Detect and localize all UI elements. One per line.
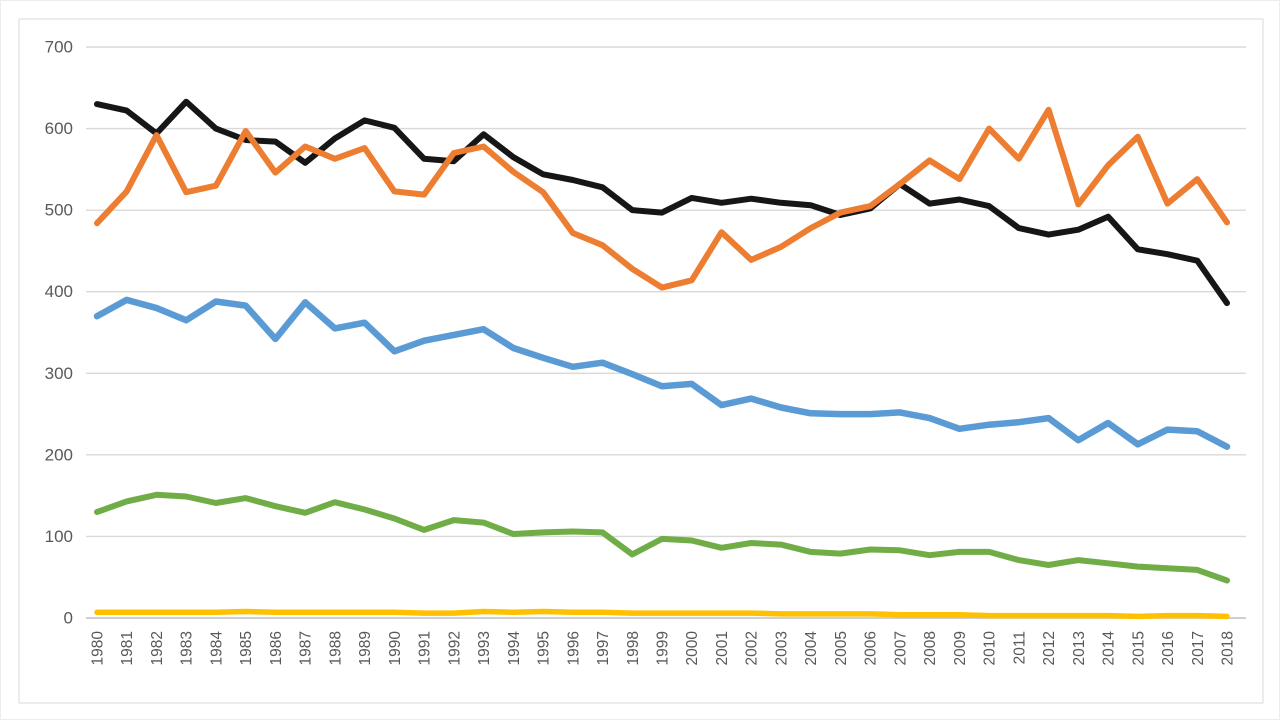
x-tick-label: 1999 bbox=[655, 631, 672, 665]
x-tick-label: 1998 bbox=[625, 631, 642, 665]
x-tick-label: 2004 bbox=[803, 631, 820, 666]
x-tick-label: 1992 bbox=[446, 631, 463, 665]
x-tick-label: 2017 bbox=[1190, 631, 1207, 665]
x-tick-label: 2007 bbox=[892, 631, 909, 665]
black-series-line bbox=[94, 98, 1230, 307]
y-tick-label: 600 bbox=[45, 119, 73, 138]
x-tick-label: 1984 bbox=[208, 631, 225, 666]
x-tick-label: 1994 bbox=[506, 631, 523, 666]
y-tick-label: 200 bbox=[45, 445, 73, 464]
x-tick-label: 1986 bbox=[268, 631, 285, 665]
x-tick-label: 1990 bbox=[387, 631, 404, 666]
orange-series-line bbox=[94, 106, 1230, 291]
x-tick-label: 2014 bbox=[1101, 631, 1118, 666]
x-axis-labels: 1980 1981 1982 1983 1984 1985 1986 1987 1988 1989… bbox=[90, 631, 1237, 666]
x-tick-label: 2012 bbox=[1041, 631, 1058, 665]
x-tick-label: 1985 bbox=[238, 631, 255, 665]
x-tick-label: 1983 bbox=[179, 631, 196, 665]
x-tick-label: 1982 bbox=[149, 631, 166, 665]
x-tick-label: 2018 bbox=[1220, 631, 1237, 665]
y-tick-label: 300 bbox=[45, 364, 73, 383]
x-tick-label: 2003 bbox=[773, 631, 790, 665]
x-tick-label: 2013 bbox=[1071, 631, 1088, 665]
x-tick-label: 2001 bbox=[714, 631, 731, 665]
series-lines bbox=[93, 98, 1231, 620]
x-tick-label: 1987 bbox=[298, 631, 315, 665]
x-tick-label: 2010 bbox=[982, 631, 999, 666]
x-tick-label: 1989 bbox=[357, 631, 374, 665]
x-tick-label: 2011 bbox=[1011, 631, 1028, 664]
x-tick-label: 2005 bbox=[833, 631, 850, 665]
x-tick-label: 2000 bbox=[684, 631, 701, 666]
y-tick-label: 700 bbox=[45, 38, 73, 57]
green-series-line bbox=[94, 491, 1230, 584]
y-tick-label: 500 bbox=[45, 201, 73, 220]
y-axis-labels: 0 100 200 300 400 500 600 700 bbox=[45, 38, 73, 628]
x-tick-label: 2008 bbox=[922, 631, 939, 665]
x-tick-label: 1980 bbox=[90, 631, 107, 666]
x-tick-label: 2002 bbox=[744, 631, 761, 665]
blue-series-line bbox=[93, 296, 1231, 450]
x-tick-label: 1997 bbox=[595, 631, 612, 665]
chart-area-border bbox=[18, 18, 1264, 704]
x-tick-label: 2009 bbox=[952, 631, 969, 665]
x-tick-label: 1996 bbox=[565, 631, 582, 665]
x-tick-label: 1991 bbox=[417, 631, 434, 665]
x-tick-label: 2016 bbox=[1160, 631, 1177, 665]
x-tick-label: 1995 bbox=[536, 631, 553, 665]
x-tick-label: 1993 bbox=[476, 631, 493, 665]
x-tick-label: 2006 bbox=[863, 631, 880, 665]
gridlines bbox=[86, 46, 1246, 619]
y-tick-label: 0 bbox=[64, 609, 73, 628]
y-tick-label: 400 bbox=[45, 282, 73, 301]
yellow-series-line bbox=[94, 608, 1230, 620]
x-tick-label: 1988 bbox=[327, 631, 344, 665]
x-tick-label: 1981 bbox=[119, 631, 136, 665]
y-tick-label: 100 bbox=[45, 527, 73, 546]
x-tick-label: 2015 bbox=[1130, 631, 1147, 665]
